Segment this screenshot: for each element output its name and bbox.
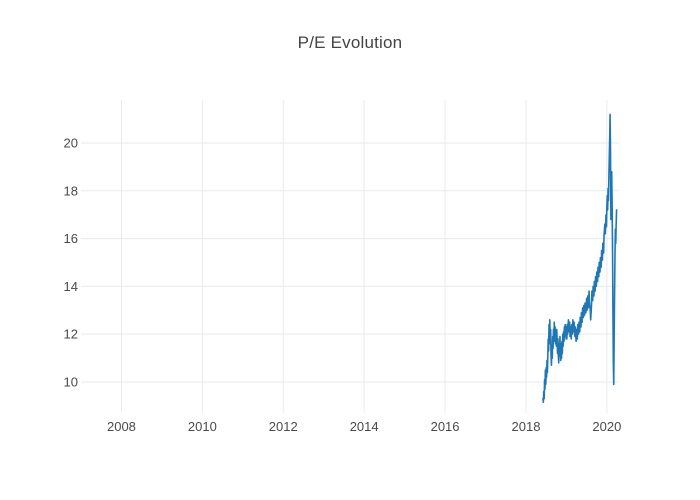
y-tick-label: 14 (64, 279, 78, 294)
x-tick-label: 2008 (107, 419, 136, 434)
y-tick-label: 18 (64, 183, 78, 198)
x-tick-label: 2018 (512, 419, 541, 434)
x-tick-label: 2016 (431, 419, 460, 434)
chart-title: P/E Evolution (297, 33, 403, 52)
x-tick-label: 2010 (188, 419, 217, 434)
x-tick-label: 2014 (350, 419, 379, 434)
x-tick-label: 2020 (592, 419, 621, 434)
y-tick-label: 12 (64, 327, 78, 342)
y-tick-label: 16 (64, 231, 78, 246)
x-tick-label: 2012 (269, 419, 298, 434)
pe-series-line (542, 113, 618, 404)
y-tick-label: 20 (64, 136, 78, 151)
y-tick-label: 10 (64, 374, 78, 389)
